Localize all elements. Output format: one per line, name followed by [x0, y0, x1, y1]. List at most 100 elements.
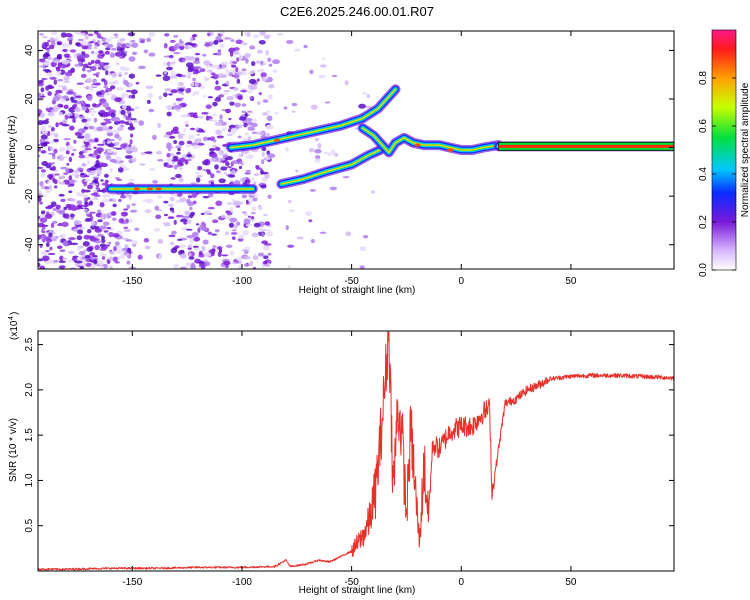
noise-point	[294, 48, 301, 52]
noise-point	[53, 138, 59, 143]
noise-point	[129, 133, 134, 138]
noise-point	[63, 206, 68, 211]
noise-point	[47, 125, 53, 128]
noise-point	[179, 197, 187, 203]
noise-point	[111, 217, 117, 221]
noise-point	[101, 256, 106, 260]
noise-point	[48, 44, 55, 50]
noise-point	[157, 159, 164, 162]
noise-point	[128, 194, 132, 200]
noise-point	[228, 222, 234, 228]
noise-point	[144, 245, 151, 250]
noise-point	[84, 201, 88, 205]
noise-point	[211, 251, 215, 257]
noise-point	[252, 255, 259, 261]
noise-point	[178, 81, 184, 87]
noise-point	[56, 55, 62, 60]
x-tick-label: -150	[122, 276, 142, 287]
noise-point	[178, 177, 184, 183]
noise-point	[38, 81, 43, 84]
noise-point	[39, 217, 48, 223]
noise-point	[267, 57, 272, 63]
noise-point	[38, 196, 42, 202]
spectrogram-y-label: Frequency (Hz)	[7, 116, 18, 185]
noise-point	[78, 154, 86, 159]
noise-point	[218, 248, 223, 253]
noise-point	[244, 263, 250, 267]
noise-point	[61, 221, 69, 227]
noise-point	[130, 118, 137, 121]
noise-point	[114, 97, 122, 103]
noise-point	[166, 61, 171, 67]
noise-point	[42, 35, 48, 39]
noise-point	[189, 36, 193, 43]
hot-spot	[146, 187, 153, 191]
noise-point	[99, 243, 106, 248]
noise-point	[94, 80, 98, 84]
noise-point	[153, 227, 161, 232]
noise-point	[51, 236, 58, 242]
y-tick-label: 0.5	[24, 518, 35, 532]
noise-point	[53, 260, 59, 263]
noise-point	[163, 222, 171, 225]
noise-point	[201, 112, 209, 115]
noise-point	[127, 32, 136, 37]
noise-point	[185, 262, 192, 267]
noise-point	[148, 52, 156, 57]
noise-point	[229, 101, 235, 106]
noise-point	[287, 244, 295, 248]
hot-spot	[274, 138, 281, 142]
noise-point	[232, 87, 239, 91]
noise-point	[272, 59, 281, 65]
noise-point	[267, 229, 272, 233]
noise-point	[125, 43, 133, 48]
noise-point	[127, 247, 132, 253]
noise-point	[303, 44, 308, 49]
x-tick-label: 0	[458, 276, 464, 287]
noise-point	[202, 136, 208, 142]
noise-point	[121, 248, 128, 251]
noise-point	[117, 123, 122, 126]
noise-point	[146, 37, 152, 43]
noise-point	[42, 62, 51, 65]
noise-point	[175, 173, 182, 179]
noise-point	[95, 74, 99, 78]
noise-point	[223, 89, 230, 93]
x-tick-label: -150	[122, 577, 142, 588]
noise-point	[236, 57, 240, 62]
noise-point	[225, 231, 229, 236]
noise-point	[287, 199, 292, 204]
noise-point	[39, 265, 46, 269]
noise-point	[123, 208, 129, 211]
noise-point	[163, 200, 169, 204]
noise-point	[94, 228, 103, 233]
noise-point	[45, 108, 51, 111]
noise-point	[247, 110, 253, 113]
noise-point	[90, 50, 95, 55]
noise-point	[259, 31, 266, 36]
noise-point	[123, 66, 130, 72]
noise-point	[237, 238, 244, 242]
noise-point	[253, 34, 260, 39]
noise-point	[38, 166, 44, 169]
noise-point	[80, 73, 87, 78]
noise-point	[170, 241, 174, 246]
noise-point	[105, 70, 109, 76]
noise-point	[202, 195, 210, 199]
noise-point	[96, 143, 105, 146]
noise-point	[232, 198, 236, 202]
noise-point	[180, 218, 188, 223]
noise-point	[180, 253, 187, 259]
noise-point	[60, 64, 67, 69]
noise-point	[255, 60, 261, 64]
noise-point	[176, 164, 180, 168]
noise-point	[319, 64, 327, 68]
noise-point	[45, 236, 51, 241]
y-tick-label: 2.0	[24, 382, 35, 396]
noise-point	[344, 80, 349, 86]
noise-point	[171, 230, 177, 235]
noise-point	[215, 36, 222, 41]
noise-point	[359, 246, 367, 252]
snr-series-line	[38, 331, 674, 571]
noise-point	[98, 162, 105, 166]
